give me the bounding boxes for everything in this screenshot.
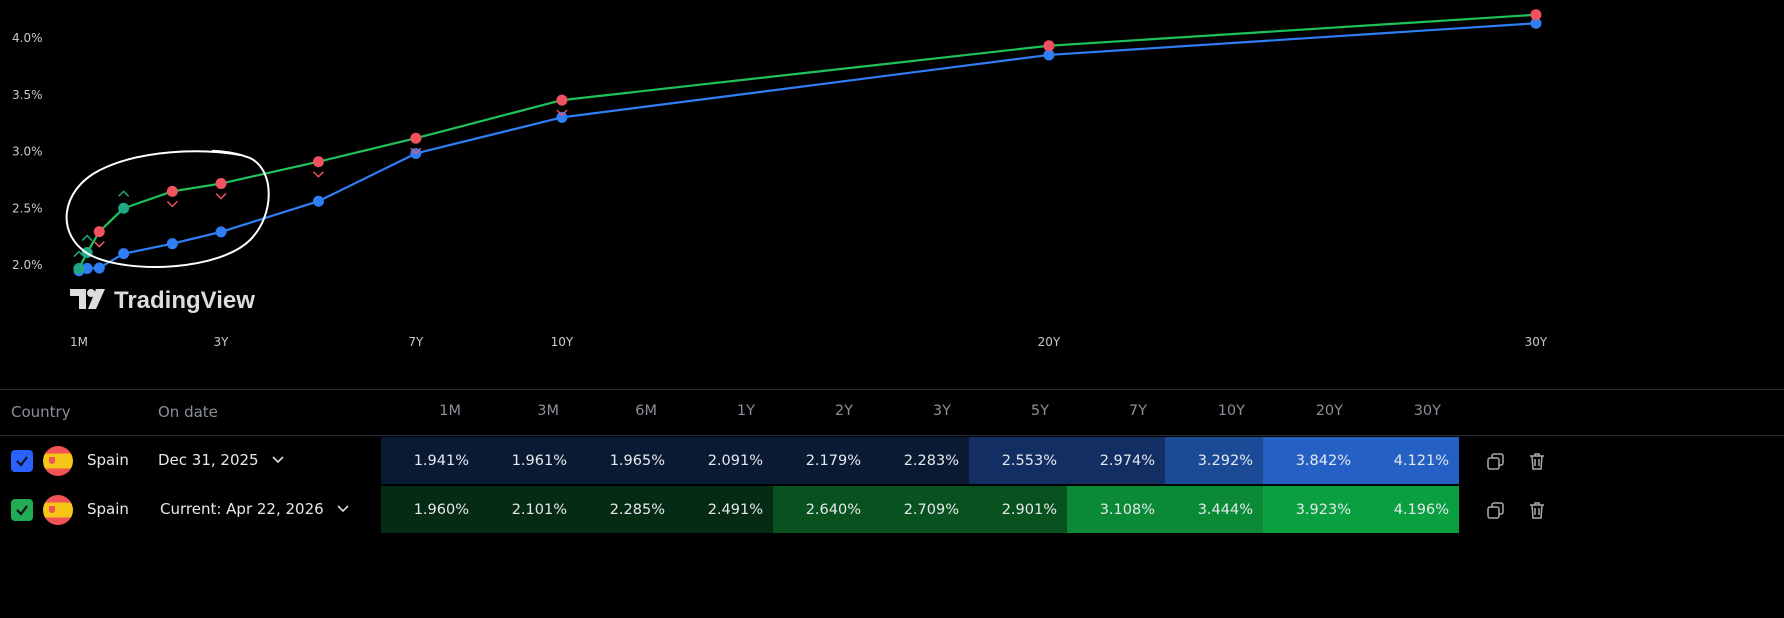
- yield-cell: 2.101%: [479, 486, 577, 533]
- yield-cell: 2.285%: [577, 486, 675, 533]
- header-tenor: 2Y: [834, 403, 853, 419]
- yield-curve-chart: 2.0% 2.5% 3.0% 3.5% 4.0% 1M 3Y 7Y 10Y 20Y 30Y Trad…: [12, 9, 1548, 349]
- copy-icon[interactable]: [1486, 500, 1506, 520]
- check-icon: [16, 505, 28, 516]
- copy-icon[interactable]: [1486, 451, 1506, 471]
- spain-flag-icon: [43, 446, 73, 476]
- x-tick-label: 30Y: [1525, 335, 1548, 349]
- down-arrow-icon: [410, 147, 422, 155]
- table-row: Spain Current: Apr 22, 2026 1.960% 2.101% 2…: [0, 486, 1784, 533]
- x-tick-label: 3Y: [214, 335, 230, 349]
- yield-cell: 2.091%: [675, 437, 773, 484]
- header-tenor: 3M: [537, 403, 559, 419]
- data-point[interactable]: [410, 132, 422, 144]
- y-tick-label: 2.5%: [12, 201, 43, 215]
- y-tick-label: 3.0%: [12, 145, 43, 159]
- data-point[interactable]: [556, 94, 568, 106]
- svg-text:TradingView: TradingView: [114, 287, 255, 314]
- x-tick-label: 20Y: [1038, 335, 1061, 349]
- data-point[interactable]: [215, 226, 227, 238]
- row-checkbox[interactable]: [11, 450, 33, 472]
- header-tenor: 1Y: [736, 403, 755, 419]
- yield-cell: 1.960%: [381, 486, 479, 533]
- data-point[interactable]: [73, 263, 85, 275]
- x-tick-label: 7Y: [408, 335, 424, 349]
- header-country: Country: [11, 403, 71, 421]
- row-checkbox[interactable]: [11, 499, 33, 521]
- header-date: On date: [158, 403, 218, 421]
- series-line: [78, 13, 1537, 270]
- divider: [0, 389, 1784, 390]
- down-arrow-icon: [556, 109, 568, 117]
- date-dropdown[interactable]: Dec 31, 2025: [158, 451, 285, 469]
- country-name: Spain: [87, 500, 129, 518]
- data-point[interactable]: [1530, 9, 1542, 21]
- yield-cell: 3.108%: [1067, 486, 1165, 533]
- yield-cell: 3.842%: [1263, 437, 1361, 484]
- country-name: Spain: [87, 451, 129, 469]
- yield-cell: 1.965%: [577, 437, 675, 484]
- data-point[interactable]: [166, 238, 178, 250]
- data-point[interactable]: [81, 262, 93, 274]
- date-dropdown[interactable]: Current: Apr 22, 2026: [160, 500, 350, 518]
- yield-cell: 4.196%: [1361, 486, 1459, 533]
- header-tenor: 20Y: [1315, 403, 1343, 419]
- data-point[interactable]: [166, 185, 178, 197]
- yield-cell: 2.553%: [969, 437, 1067, 484]
- check-icon: [16, 456, 28, 467]
- header-tenor: 6M: [635, 403, 657, 419]
- down-arrow-icon: [166, 200, 178, 208]
- data-point[interactable]: [1043, 49, 1055, 61]
- yield-cell: 2.640%: [773, 486, 871, 533]
- data-point[interactable]: [118, 202, 130, 214]
- data-point[interactable]: [215, 178, 227, 190]
- data-point[interactable]: [118, 248, 130, 260]
- yield-cell: 2.974%: [1067, 437, 1165, 484]
- header-tenor: 5Y: [1030, 403, 1049, 419]
- data-point[interactable]: [312, 195, 324, 207]
- x-tick-label: 10Y: [551, 335, 574, 349]
- down-arrow-icon: [312, 171, 324, 178]
- trash-icon[interactable]: [1527, 451, 1547, 471]
- chevron-down-icon: [337, 505, 349, 513]
- x-tick-label: 1M: [70, 335, 88, 349]
- header-tenor: 7Y: [1128, 403, 1147, 419]
- y-tick-label: 3.5%: [12, 88, 43, 102]
- y-tick-label: 2.0%: [12, 258, 43, 272]
- data-point[interactable]: [556, 111, 568, 123]
- table-row: Spain Dec 31, 2025 1.941% 1.961% 1.965% 2.09…: [0, 437, 1784, 484]
- header-tenor: 1M: [439, 403, 461, 419]
- yield-cell: 2.283%: [871, 437, 969, 484]
- series-line: [78, 22, 1537, 272]
- down-arrow-icon: [215, 192, 227, 200]
- yield-cell: 2.179%: [773, 437, 871, 484]
- yield-cell: 3.923%: [1263, 486, 1361, 533]
- data-point[interactable]: [93, 226, 105, 238]
- up-arrow-icon: [81, 234, 93, 242]
- header-tenor: 10Y: [1217, 403, 1245, 419]
- yield-cell: 3.292%: [1165, 437, 1263, 484]
- yield-cell: 1.961%: [479, 437, 577, 484]
- data-point[interactable]: [1530, 17, 1542, 29]
- yield-cell: 2.901%: [969, 486, 1067, 533]
- yield-cell: 2.491%: [675, 486, 773, 533]
- yield-cell: 2.709%: [871, 486, 969, 533]
- yield-cell: 1.941%: [381, 437, 479, 484]
- hand-drawn-circle: [65, 149, 270, 268]
- data-point[interactable]: [93, 262, 105, 274]
- divider: [0, 435, 1784, 436]
- trash-icon[interactable]: [1527, 500, 1547, 520]
- data-point[interactable]: [312, 156, 324, 168]
- header-tenor: 30Y: [1413, 403, 1441, 419]
- up-arrow-icon: [118, 190, 130, 197]
- data-point[interactable]: [1043, 40, 1055, 52]
- spain-flag-icon: [43, 495, 73, 525]
- yield-cell: 4.121%: [1361, 437, 1459, 484]
- yield-cell: 3.444%: [1165, 486, 1263, 533]
- chevron-down-icon: [272, 456, 284, 464]
- down-arrow-icon: [93, 241, 105, 248]
- tradingview-logo: TradingView: [70, 287, 255, 314]
- header-tenor: 3Y: [932, 403, 951, 419]
- y-tick-label: 4.0%: [12, 31, 43, 45]
